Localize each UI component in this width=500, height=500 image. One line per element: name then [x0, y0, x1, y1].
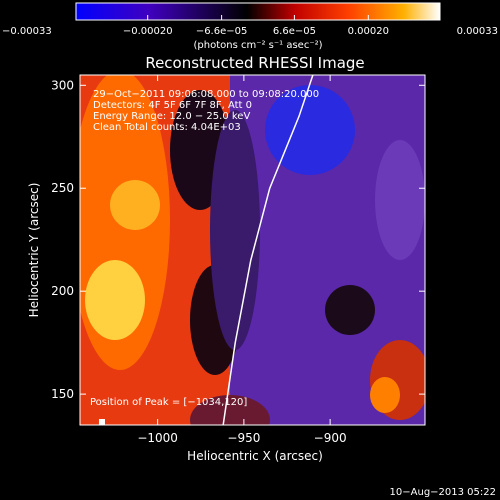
colorbar-gradient [75, 2, 441, 21]
colorbar-tick-label: 0.00033 [457, 26, 498, 37]
solar-limb-curve [222, 75, 314, 425]
annotation-detectors: Detectors: 4F 5F 6F 7F 8F, Att 0 [93, 100, 252, 111]
colorbar-tick-label: −6.6e−05 [196, 26, 248, 37]
y-tick-label: 300 [51, 78, 74, 92]
plot-frame [79, 74, 426, 426]
colorbar: −0.00033 −0.00020 −6.6e−05 6.6e−05 0.00020 0.… [2, 2, 498, 51]
colorbar-tick-label: 6.6e−05 [273, 26, 316, 37]
x-axis-label: Heliocentric X (arcsec) [187, 449, 323, 463]
x-tick-label: −950 [227, 431, 260, 445]
chart-title: Reconstructed RHESSI Image [145, 54, 364, 72]
colorbar-unit-label: (photons cm⁻² s⁻¹ asec⁻²) [193, 40, 322, 51]
peak-position-label: Position of Peak = [−1034,120] [90, 397, 247, 408]
peak-marker [98, 419, 105, 425]
annotation-counts: Clean Total counts: 4.04E+03 [93, 122, 241, 133]
annotation-energy: Energy Range: 12.0 − 25.0 keV [93, 111, 250, 122]
colorbar-tick-label: 0.00020 [348, 26, 389, 37]
y-tick-label: 250 [51, 181, 74, 195]
y-axis-label: Heliocentric Y (arcsec) [27, 183, 41, 318]
heatmap-image [80, 75, 425, 425]
y-tick-label: 200 [51, 284, 74, 298]
x-axis-ticks: −1000 −950 −900 [137, 75, 347, 445]
colorbar-tick-label: −0.00020 [123, 26, 173, 37]
x-tick-label: −900 [314, 431, 347, 445]
y-tick-label: 150 [51, 387, 74, 401]
colorbar-tick-label: −0.00033 [2, 26, 52, 37]
footer-date: 10−Aug−2013 05:22 [390, 487, 496, 498]
x-tick-label: −1000 [137, 431, 178, 445]
colorbar-ticks: −0.00033 −0.00020 −6.6e−05 6.6e−05 0.00020 0.… [2, 15, 498, 37]
annotation-time: 29−Oct−2011 09:06:08.000 to 09:08:20.000 [93, 89, 319, 100]
annotation-block: 29−Oct−2011 09:06:08.000 to 09:08:20.000… [93, 89, 319, 133]
y-axis-ticks: 150 200 250 300 [51, 78, 425, 401]
